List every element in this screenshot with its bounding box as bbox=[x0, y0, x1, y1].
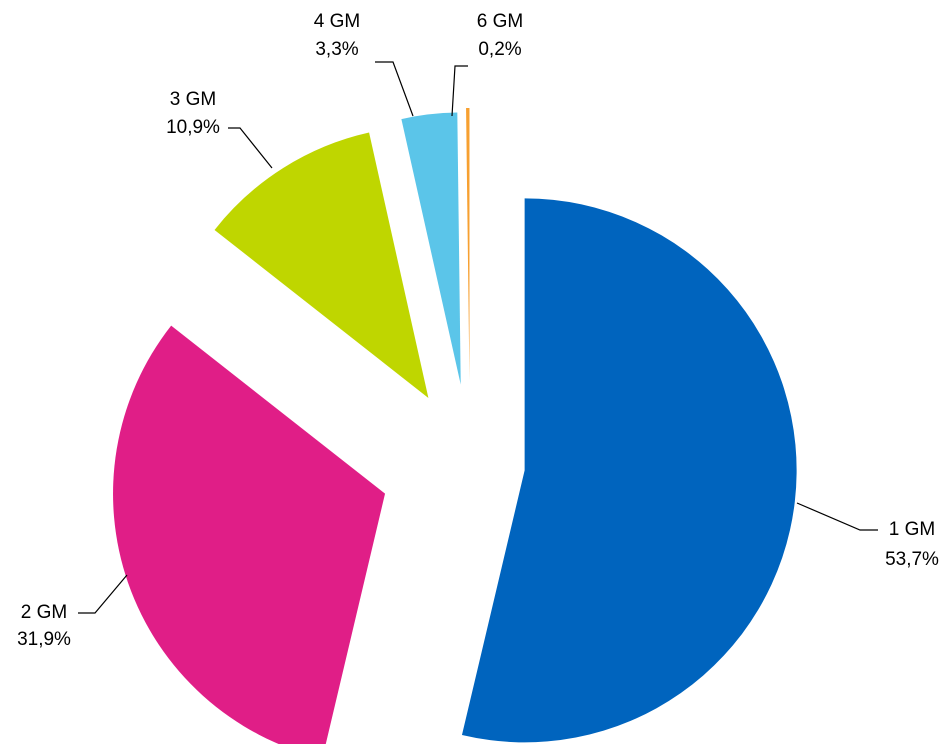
leader-line bbox=[78, 574, 128, 614]
slice-label: 1 GM bbox=[889, 519, 935, 540]
slice-value-label: 0,2% bbox=[478, 39, 521, 60]
slice-value-label: 10,9% bbox=[166, 117, 220, 138]
leader-line bbox=[228, 127, 273, 169]
pie-slice bbox=[466, 108, 470, 381]
slice-value-label: 31,9% bbox=[17, 629, 71, 650]
leader-line bbox=[796, 502, 878, 531]
slice-label: 2 GM bbox=[21, 602, 67, 623]
pie-slice bbox=[113, 325, 386, 744]
slice-value-label: 53,7% bbox=[885, 549, 939, 570]
slice-value-label: 3,3% bbox=[315, 39, 358, 60]
pie-slice bbox=[461, 198, 797, 743]
slice-label: 3 GM bbox=[170, 89, 216, 110]
leader-line bbox=[375, 61, 414, 117]
slice-label: 4 GM bbox=[314, 11, 360, 32]
slice-label: 6 GM bbox=[477, 11, 523, 32]
pie-slice bbox=[401, 112, 461, 385]
leader-line bbox=[451, 65, 468, 117]
pie-slice bbox=[214, 132, 429, 399]
